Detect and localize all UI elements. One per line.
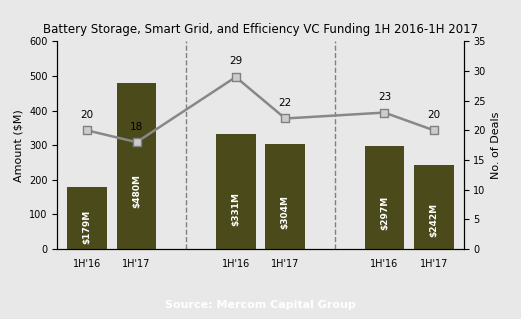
Bar — [67, 187, 107, 249]
Point — [380, 110, 389, 115]
Text: $242M: $242M — [429, 203, 439, 237]
Bar — [216, 134, 255, 249]
Point — [430, 128, 438, 133]
Bar — [414, 165, 454, 249]
Text: 23: 23 — [378, 92, 391, 102]
Point — [83, 128, 91, 133]
Point — [281, 116, 290, 121]
Point — [231, 74, 240, 79]
Point — [132, 140, 141, 145]
Text: 29: 29 — [229, 56, 242, 66]
Bar — [266, 144, 305, 249]
Y-axis label: Amount ($M): Amount ($M) — [14, 109, 23, 182]
Text: 20: 20 — [427, 110, 441, 120]
Text: $480M: $480M — [132, 174, 141, 208]
Text: $179M: $179M — [82, 210, 92, 244]
Text: 22: 22 — [279, 98, 292, 108]
Text: $304M: $304M — [281, 195, 290, 229]
Text: 20: 20 — [80, 110, 94, 120]
Title: Battery Storage, Smart Grid, and Efficiency VC Funding 1H 2016-1H 2017: Battery Storage, Smart Grid, and Efficie… — [43, 23, 478, 36]
Text: Source: Mercom Capital Group: Source: Mercom Capital Group — [165, 300, 356, 310]
Text: 18: 18 — [130, 122, 143, 131]
Bar — [365, 146, 404, 249]
Y-axis label: No. of Deals: No. of Deals — [491, 111, 502, 179]
Text: $331M: $331M — [231, 192, 240, 226]
Bar — [117, 83, 156, 249]
Text: $297M: $297M — [380, 196, 389, 230]
